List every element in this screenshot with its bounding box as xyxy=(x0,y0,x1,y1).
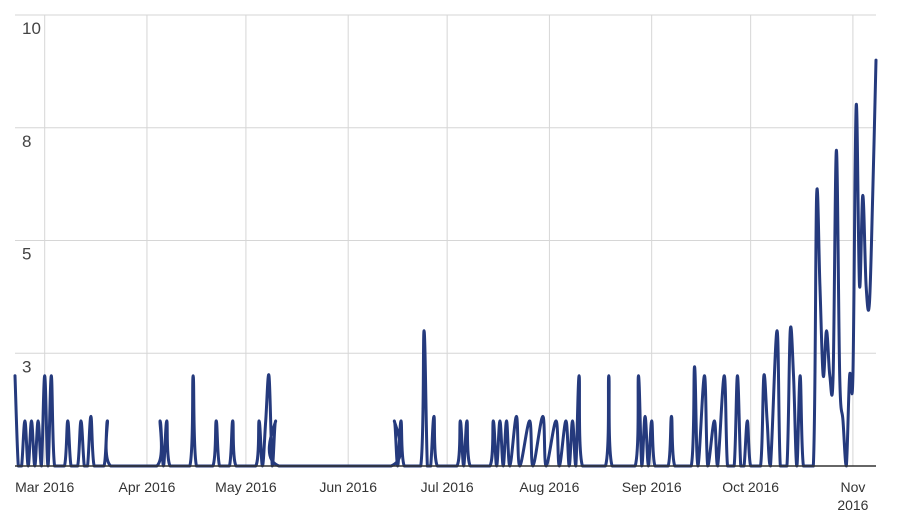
series-line xyxy=(13,58,878,468)
y-tick-label: 8 xyxy=(22,132,31,151)
x-tick-label: May 2016 xyxy=(215,479,277,495)
y-tick-label: 3 xyxy=(22,357,31,376)
x-tick-label: Jun 2016 xyxy=(319,479,377,495)
y-tick-label: 5 xyxy=(22,245,31,264)
y-axis-ticks: 3 5 8 10 xyxy=(22,19,41,376)
series-layer xyxy=(13,58,878,468)
x-tick-label: Sep 2016 xyxy=(622,479,682,495)
x-axis-ticks: Mar 2016 Apr 2016 May 2016 Jun 2016 Jul 2016… xyxy=(15,479,869,513)
y-tick-label: 10 xyxy=(22,19,41,38)
grid xyxy=(15,14,876,466)
x-tick-label: Apr 2016 xyxy=(119,479,176,495)
x-tick-label: Mar 2016 xyxy=(15,479,74,495)
x-tick-label: Nov xyxy=(840,479,865,495)
x-tick-label: Aug 2016 xyxy=(519,479,579,495)
x-tick-label: Oct 2016 xyxy=(722,479,779,495)
x-tick-label-year: 2016 xyxy=(837,497,868,513)
x-tick-label: Jul 2016 xyxy=(421,479,474,495)
